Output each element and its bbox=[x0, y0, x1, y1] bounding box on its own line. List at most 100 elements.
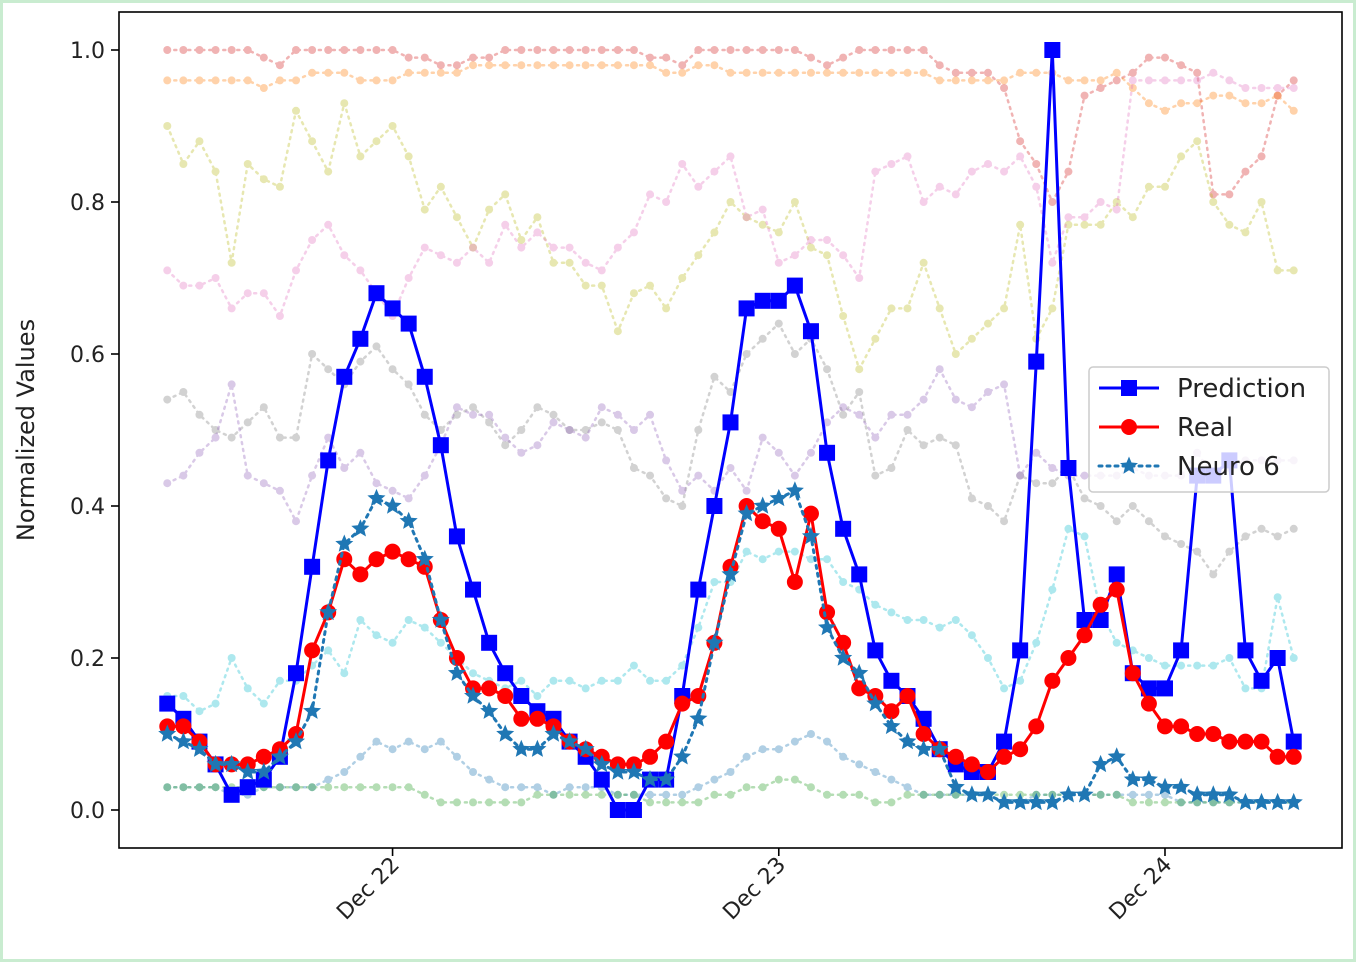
series-4-point bbox=[1241, 99, 1250, 108]
series-2 bbox=[158, 481, 1303, 811]
series-3-point bbox=[887, 46, 896, 54]
series-3-point bbox=[919, 46, 928, 54]
series-6-point bbox=[1160, 76, 1169, 85]
series-11-point bbox=[855, 790, 864, 799]
series-10-point bbox=[646, 790, 655, 799]
series-0-point bbox=[1076, 612, 1093, 628]
series-8-point bbox=[758, 433, 767, 442]
series-4-point bbox=[855, 68, 864, 77]
series-9-point bbox=[227, 654, 236, 662]
series-10-point bbox=[1209, 798, 1218, 807]
series-8-line bbox=[166, 366, 1295, 525]
series-3-point bbox=[517, 46, 526, 54]
series-2-point bbox=[1204, 785, 1223, 803]
series-8-point bbox=[823, 418, 832, 427]
series-7-line bbox=[166, 321, 1295, 577]
y-tick-label: 0.4 bbox=[70, 495, 105, 520]
series-4-point bbox=[163, 76, 172, 85]
x-tick-label: Dec 22 bbox=[332, 853, 405, 926]
series-7-point bbox=[324, 365, 333, 374]
series-3-point bbox=[420, 53, 429, 62]
y-tick-label: 0.8 bbox=[70, 191, 105, 216]
series-7-point bbox=[565, 426, 574, 434]
series-10-point bbox=[308, 783, 317, 792]
series-4-point bbox=[179, 76, 188, 85]
series-0-point bbox=[1012, 642, 1029, 659]
series-7-point bbox=[452, 410, 461, 419]
series-8-point bbox=[501, 433, 510, 442]
series-10-point bbox=[436, 737, 445, 746]
series-9-point bbox=[629, 661, 638, 670]
series-2-point bbox=[1075, 785, 1094, 803]
series-3-point bbox=[1193, 68, 1202, 77]
series-8-point bbox=[629, 426, 638, 434]
series-8-point bbox=[388, 486, 397, 495]
series-8-point bbox=[887, 410, 896, 419]
series-9-point bbox=[742, 547, 751, 556]
series-9-point bbox=[597, 676, 606, 685]
series-11-point bbox=[774, 775, 783, 784]
series-6-point bbox=[565, 243, 574, 252]
series-2-point bbox=[1011, 792, 1030, 811]
series-5-point bbox=[678, 274, 687, 282]
series-6-point bbox=[469, 243, 478, 252]
series-2-point bbox=[480, 701, 499, 719]
series-7-point bbox=[533, 403, 542, 412]
series-10-point bbox=[388, 745, 397, 754]
series-4-point bbox=[211, 76, 220, 85]
series-2-point bbox=[834, 648, 853, 666]
series-8-point bbox=[485, 410, 494, 419]
series-7-point bbox=[292, 433, 301, 442]
series-5-point bbox=[823, 251, 832, 260]
series-10-line bbox=[166, 732, 1295, 804]
series-9 bbox=[163, 524, 1298, 716]
series-8-point bbox=[678, 486, 687, 495]
series-0-point bbox=[239, 779, 256, 796]
series-4-point bbox=[356, 76, 365, 85]
series-9-point bbox=[839, 578, 848, 586]
series-9-point bbox=[613, 676, 622, 685]
series-7-point bbox=[227, 433, 236, 442]
series-0-point bbox=[352, 330, 369, 347]
series-3-point bbox=[372, 46, 381, 54]
series-4-point bbox=[1177, 99, 1186, 108]
series-4-point bbox=[694, 61, 703, 70]
series-2-point bbox=[383, 496, 402, 514]
series-3-point bbox=[452, 61, 461, 70]
series-5-point bbox=[790, 198, 799, 206]
series-0-point bbox=[1173, 642, 1190, 659]
series-3-point bbox=[501, 46, 510, 54]
series-1-point bbox=[384, 543, 401, 560]
series-5-point bbox=[1064, 220, 1073, 229]
series-10-point bbox=[806, 730, 815, 738]
series-11-point bbox=[356, 783, 365, 792]
series-3-point bbox=[646, 53, 655, 62]
series-9-point bbox=[1080, 532, 1089, 541]
series-6-point bbox=[726, 152, 735, 161]
series-1-point bbox=[1140, 695, 1157, 712]
series-6-point bbox=[275, 312, 284, 320]
series-11-point bbox=[565, 790, 574, 799]
series-3-point bbox=[1144, 53, 1153, 62]
series-4-point bbox=[1128, 84, 1137, 92]
series-9-point bbox=[565, 676, 574, 685]
series-7-point bbox=[517, 426, 526, 434]
series-3-line bbox=[166, 48, 1295, 205]
series-9-point bbox=[1193, 661, 1202, 670]
series-5-point bbox=[726, 198, 735, 206]
series-8-point bbox=[935, 365, 944, 374]
legend-label: Neuro 6 bbox=[1177, 452, 1280, 482]
series-10-point bbox=[292, 783, 301, 792]
series-10-point bbox=[1160, 790, 1169, 799]
series-3-point bbox=[678, 61, 687, 70]
series-11-point bbox=[340, 783, 349, 792]
series-10-point bbox=[629, 790, 638, 799]
series-0-point bbox=[384, 300, 401, 317]
series-6-point bbox=[1112, 205, 1121, 214]
series-4 bbox=[163, 61, 1298, 115]
series-2-point bbox=[850, 663, 869, 681]
series-8-point bbox=[1016, 471, 1025, 480]
series-11-point bbox=[292, 783, 301, 792]
series-4-point bbox=[324, 68, 333, 77]
series-6-point bbox=[259, 289, 268, 298]
